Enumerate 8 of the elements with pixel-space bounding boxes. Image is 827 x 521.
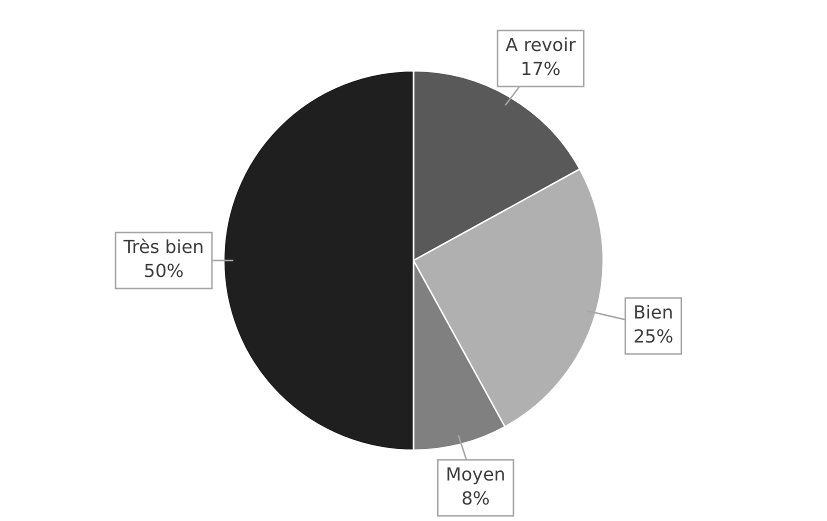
slice-label: Très bien bbox=[122, 237, 204, 258]
data-label: 50% bbox=[144, 261, 184, 282]
data-label: 17% bbox=[520, 59, 561, 80]
data-label: 25% bbox=[633, 326, 674, 348]
data-label: 8% bbox=[461, 488, 490, 510]
slice-label: Moyen bbox=[446, 464, 506, 486]
slice-label: Bien bbox=[633, 302, 674, 324]
slice-label: A revoir bbox=[506, 35, 576, 56]
